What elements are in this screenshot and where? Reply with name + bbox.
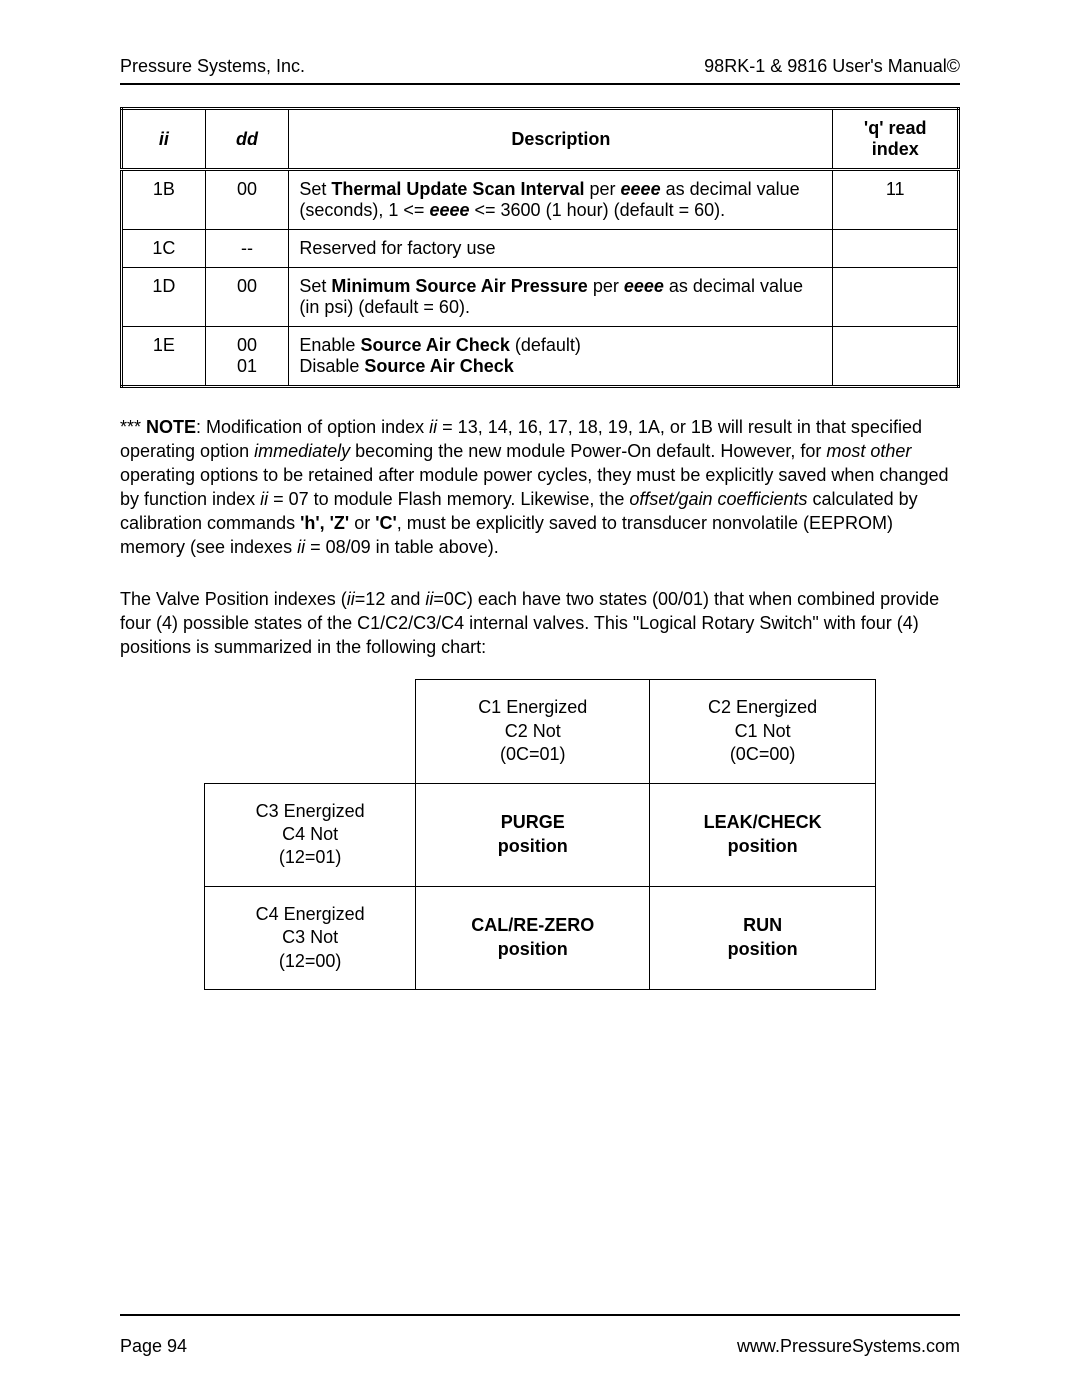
cell-description: Enable Source Air Check (default)Disable… [289,327,833,387]
blank-cell [205,680,416,783]
table-row: C4 Energized C3 Not (12=00) CAL/RE-ZERO … [205,886,876,989]
cell-ii: 1C [122,230,206,268]
cell-q [833,268,959,327]
cell-dd: 0001 [205,327,289,387]
page-header: Pressure Systems, Inc. 98RK-1 & 9816 Use… [120,56,960,83]
page-footer: Page 94 www.PressureSystems.com [120,1316,960,1357]
valve-position-table: C1 Energized C2 Not (0C=01) C2 Energized… [204,679,876,990]
cell-0-1: LEAK/CHECK position [650,783,876,886]
table-row: C1 Energized C2 Not (0C=01) C2 Energized… [205,680,876,783]
footer-right: www.PressureSystems.com [737,1336,960,1357]
cell-q [833,230,959,268]
cell-dd: -- [205,230,289,268]
footer-left: Page 94 [120,1336,187,1357]
cell-ii: 1D [122,268,206,327]
cell-dd: 00 [205,268,289,327]
table-row: C3 Energized C4 Not (12=01) PURGE positi… [205,783,876,886]
options-table-header-row: ii dd Description 'q' read index [122,109,959,170]
row-header-0: C3 Energized C4 Not (12=01) [205,783,416,886]
table-row: 1B00Set Thermal Update Scan Interval per… [122,170,959,230]
cell-description: Set Minimum Source Air Pressure per eeee… [289,268,833,327]
note-paragraph: *** NOTE: Modification of option index i… [120,416,960,560]
page: Pressure Systems, Inc. 98RK-1 & 9816 Use… [0,0,1080,1397]
table-row: 1C--Reserved for factory use [122,230,959,268]
cell-q: 11 [833,170,959,230]
options-table: ii dd Description 'q' read index 1B00Set… [120,107,960,388]
cell-dd: 00 [205,170,289,230]
header-left: Pressure Systems, Inc. [120,56,305,77]
cell-1-1: RUN position [650,886,876,989]
table-row: 1E0001Enable Source Air Check (default)D… [122,327,959,387]
th-desc: Description [289,109,833,170]
col-header-1: C2 Energized C1 Not (0C=00) [650,680,876,783]
th-ii: ii [122,109,206,170]
th-q: 'q' read index [833,109,959,170]
cell-description: Reserved for factory use [289,230,833,268]
valve-paragraph: The Valve Position indexes (ii=12 and ii… [120,588,960,660]
table-row: 1D00Set Minimum Source Air Pressure per … [122,268,959,327]
options-table-body: 1B00Set Thermal Update Scan Interval per… [122,170,959,387]
cell-description: Set Thermal Update Scan Interval per eee… [289,170,833,230]
cell-0-0: PURGE position [416,783,650,886]
footer-spacer [120,990,960,1290]
th-dd: dd [205,109,289,170]
cell-ii: 1E [122,327,206,387]
header-rule [120,83,960,85]
cell-q [833,327,959,387]
header-right: 98RK-1 & 9816 User's Manual© [704,56,960,77]
row-header-1: C4 Energized C3 Not (12=00) [205,886,416,989]
col-header-0: C1 Energized C2 Not (0C=01) [416,680,650,783]
cell-1-0: CAL/RE-ZERO position [416,886,650,989]
cell-ii: 1B [122,170,206,230]
